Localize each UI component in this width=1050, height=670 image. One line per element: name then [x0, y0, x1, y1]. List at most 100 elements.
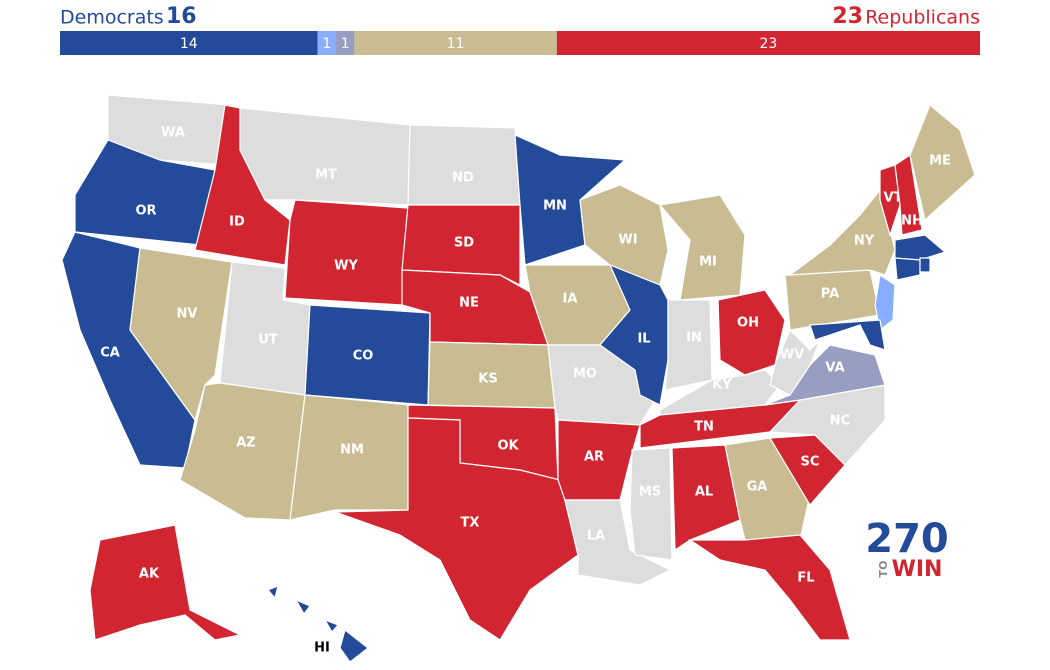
bar-segment: [60, 31, 318, 55]
bar-segment-label: 14: [180, 36, 198, 52]
logo-number: 270: [865, 516, 949, 562]
state-label: MS: [639, 485, 661, 500]
state: [809, 319, 886, 351]
state-shape: [266, 585, 279, 600]
state-shape: [664, 299, 713, 391]
state-label: TX: [461, 516, 480, 531]
state: [919, 257, 931, 273]
state: [334, 417, 579, 641]
state-label: IA: [563, 292, 578, 307]
state: [407, 124, 521, 206]
state-shape: [89, 524, 242, 641]
state-label: WA: [161, 126, 185, 141]
state-shape: [809, 319, 886, 351]
state-label: MT: [315, 168, 337, 183]
state: [629, 447, 673, 561]
state-label: SD: [454, 236, 474, 251]
state-label: IL: [637, 332, 650, 347]
state-shape: [879, 164, 901, 238]
state-label: NH: [901, 214, 923, 229]
state-label: CA: [100, 346, 120, 361]
state-label: MI: [699, 255, 717, 270]
state: [874, 273, 896, 332]
state-shape: [658, 194, 746, 301]
state-label: LA: [587, 529, 605, 544]
state-shape: [688, 534, 851, 641]
state-label: AK: [139, 567, 160, 582]
state-label: OK: [497, 439, 519, 454]
rep-label: Republicans: [865, 7, 980, 29]
state-label: OR: [135, 204, 156, 219]
state-shape: [294, 598, 311, 616]
dem-label: Democrats: [60, 7, 164, 29]
state-label: PA: [821, 287, 839, 302]
state-shape: [919, 257, 931, 273]
state-shape: [874, 273, 896, 332]
state-shape: [339, 628, 369, 663]
state-label: IN: [686, 331, 702, 346]
state-label: AL: [695, 485, 713, 500]
state-label: FL: [797, 571, 814, 586]
state-label: VT: [884, 191, 903, 206]
state-label: NE: [459, 296, 479, 311]
bar-segment: [354, 31, 557, 55]
state: [564, 499, 672, 586]
state-label: MO: [573, 367, 597, 382]
bar-segment-label: 1: [341, 36, 350, 52]
bar-segment-label: 23: [759, 36, 777, 52]
state-label: WI: [618, 233, 637, 248]
state-shape: [579, 184, 669, 286]
state-shape: [284, 199, 409, 306]
state: [289, 394, 411, 521]
state: [239, 107, 411, 206]
state-shape: [629, 447, 673, 561]
state-label: ME: [929, 154, 951, 169]
state-shape: [894, 234, 947, 261]
bar-segment-label: 1: [322, 36, 331, 52]
state-shape: [717, 289, 786, 376]
state-label: CO: [353, 349, 374, 364]
state: [266, 585, 369, 663]
state-label: AZ: [236, 436, 256, 451]
dem-count: 16: [166, 4, 197, 29]
logo-word: WIN: [892, 557, 943, 582]
state-shape: [894, 153, 923, 236]
state-shape: [564, 499, 672, 586]
state: [671, 444, 741, 552]
state: [599, 263, 669, 406]
state-shape: [599, 263, 669, 406]
state-label: TN: [694, 420, 714, 435]
state-shape: [289, 394, 411, 521]
state: [89, 524, 242, 641]
state-label: NV: [177, 307, 198, 322]
rep-count: 23: [832, 4, 863, 29]
state-shape: [239, 107, 411, 206]
state-shape: [407, 124, 521, 206]
state-label: KY: [712, 378, 732, 393]
state: [717, 289, 786, 376]
state: [664, 299, 713, 391]
state-label: SC: [801, 455, 820, 470]
bar-segment: [336, 31, 355, 55]
state-shape: [323, 618, 340, 634]
state-shape: [334, 417, 579, 641]
state-label: WV: [780, 348, 804, 363]
state-shape: [894, 257, 921, 281]
state-label: AR: [584, 450, 604, 465]
state-label: GA: [747, 480, 768, 495]
state: [894, 234, 947, 261]
state: [788, 188, 896, 276]
state-label: WY: [334, 259, 358, 274]
state-shape: [769, 328, 821, 396]
state-label: NC: [830, 414, 850, 429]
bar-segment: [317, 31, 336, 55]
bar-segment-label: 11: [447, 36, 465, 52]
state-label: ID: [229, 215, 245, 230]
state-label: NY: [854, 234, 875, 249]
state-label: UT: [258, 333, 278, 348]
state-label: ND: [452, 171, 474, 186]
state-shape: [788, 188, 896, 276]
state: [894, 153, 923, 236]
state: [579, 184, 669, 286]
